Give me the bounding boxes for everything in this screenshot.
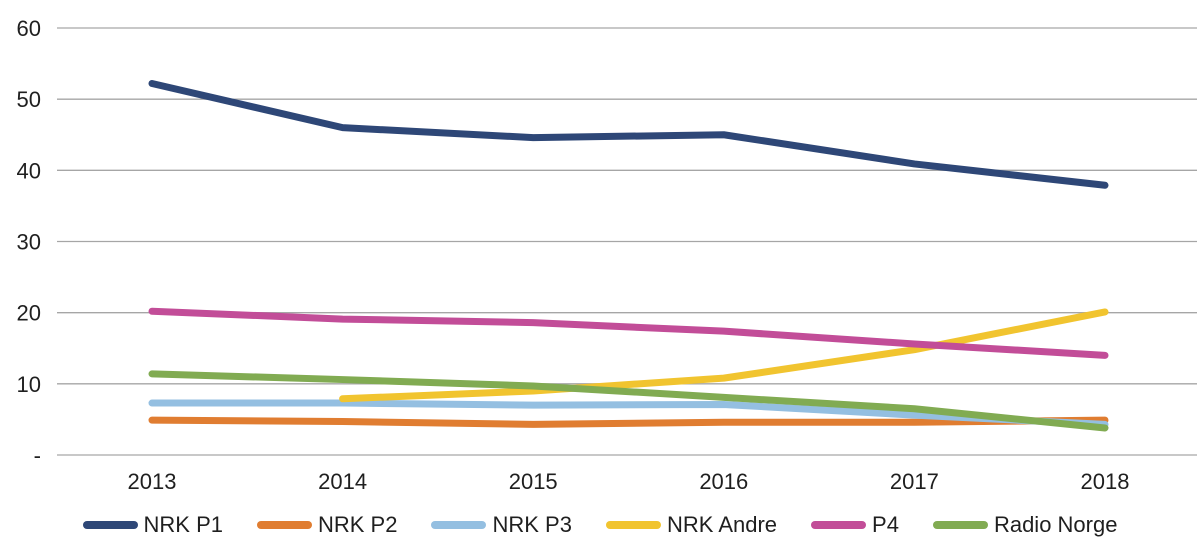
legend-swatch-p4 — [811, 521, 867, 529]
x-tick-label-2016: 2016 — [699, 469, 748, 494]
x-tick-label-2018: 2018 — [1081, 469, 1130, 494]
legend-item-nrk-andre: NRK Andre — [605, 512, 778, 537]
legend-swatch-nrk-p1 — [82, 521, 138, 529]
legend-item-nrk-p1: NRK P1 — [82, 512, 223, 537]
chart-legend: NRK P1 NRK P2 NRK P3 NRK Andre P4 Radio Norge — [0, 505, 1200, 545]
series-line-p4 — [148, 307, 1109, 359]
series-line-nrk-p2 — [148, 416, 1109, 428]
legend-item-radio-norge: Radio Norge — [932, 512, 1118, 537]
legend-item-nrk-p2: NRK P2 — [257, 514, 397, 536]
y-tick-label-60: 60 — [17, 16, 41, 41]
legend-label-nrk-p3: NRK P3 — [492, 512, 572, 537]
x-tick-label-2015: 2015 — [509, 469, 558, 494]
chart-plot-area: - 10 20 30 40 50 60 2013 2014 2015 2016 2017 2018 — [17, 16, 1197, 494]
series-line-nrk-p1 — [148, 80, 1109, 189]
series-line-nrk-p3 — [148, 399, 1109, 428]
x-tick-label-2014: 2014 — [318, 469, 367, 494]
x-tick-label-2017: 2017 — [890, 469, 939, 494]
series-line-radio-norge — [148, 370, 1109, 432]
legend-label-nrk-p2: NRK P2 — [318, 512, 398, 537]
legend-swatch-radio-norge — [932, 521, 988, 529]
legend-swatch-nrk-p3 — [431, 521, 487, 529]
y-tick-label-30: 30 — [17, 230, 41, 255]
legend-label-p4: P4 — [872, 512, 899, 537]
series-line-nrk-andre — [339, 308, 1109, 403]
x-tick-label-2013: 2013 — [128, 469, 177, 494]
legend-item-nrk-p3: NRK P3 — [431, 512, 572, 537]
legend-swatch-nrk-p2 — [257, 521, 312, 529]
legend-label-nrk-p1: NRK P1 — [143, 512, 223, 537]
y-tick-label-10: 10 — [17, 372, 41, 397]
y-tick-label-0: - — [34, 443, 41, 468]
y-tick-label-50: 50 — [17, 87, 41, 112]
legend-swatch-nrk-andre — [605, 521, 661, 529]
y-tick-label-40: 40 — [17, 158, 41, 183]
legend-label-nrk-andre: NRK Andre — [666, 512, 778, 537]
y-tick-label-20: 20 — [17, 301, 41, 326]
legend-item-p4: P4 — [811, 514, 899, 536]
legend-label-radio-norge: Radio Norge — [993, 512, 1118, 537]
